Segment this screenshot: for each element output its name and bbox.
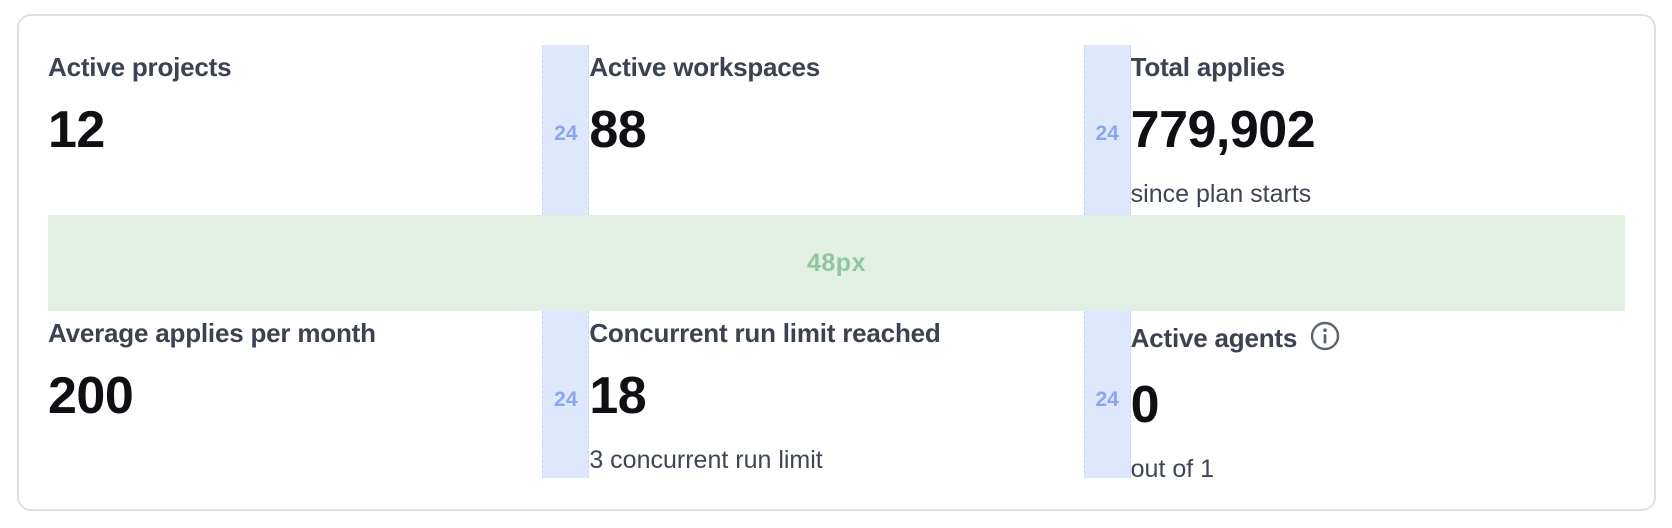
column-gap-annotation: 24 [542, 45, 590, 215]
stat-label: Active agents [1130, 322, 1298, 353]
stat-active-workspaces: Active workspaces 88 [589, 45, 1083, 215]
stat-label: Concurrent run limit reached [589, 318, 941, 348]
info-icon[interactable] [1310, 321, 1340, 356]
stat-active-projects: Active projects 12 [48, 45, 542, 215]
column-gap-annotation: 24 [1083, 45, 1131, 215]
gap-size-label: 24 [554, 122, 578, 145]
stat-value: 18 [589, 367, 647, 425]
gap-size-label: 48px [807, 248, 866, 277]
stat-subtext: out of 1 [1130, 455, 1215, 483]
usage-stats-card: Active projects 12 24 Active workspaces … [17, 14, 1656, 511]
gap-size-label: 24 [1095, 122, 1119, 145]
stat-label: Average applies per month [48, 318, 376, 348]
stat-active-agents: Active agents 0 out of 1 [1130, 311, 1625, 483]
stat-label: Total applies [1130, 52, 1286, 82]
column-gap-annotation: 24 [1083, 311, 1131, 478]
stat-label: Active workspaces [589, 52, 821, 82]
stats-grid: Active projects 12 24 Active workspaces … [48, 45, 1625, 483]
row-gap-annotation: 48px [48, 215, 1625, 311]
stat-value: 88 [589, 101, 647, 159]
stat-value: 12 [48, 101, 105, 159]
stat-subtext: 3 concurrent run limit [589, 446, 823, 474]
stat-concurrent-run-limit-reached: Concurrent run limit reached 18 3 concur… [589, 311, 1083, 478]
stat-value: 200 [48, 367, 134, 425]
stat-total-applies: Total applies 779,902 since plan starts [1131, 45, 1625, 215]
stat-average-applies-per-month: Average applies per month 200 [48, 311, 542, 478]
gap-size-label: 24 [554, 388, 578, 411]
stat-subtext: since plan starts [1130, 180, 1312, 208]
stat-value: 779,902 [1130, 101, 1316, 159]
column-gap-annotation: 24 [542, 311, 590, 478]
stat-value: 0 [1130, 376, 1160, 434]
gap-size-label: 24 [1095, 388, 1119, 411]
stat-label: Active projects [48, 52, 232, 82]
